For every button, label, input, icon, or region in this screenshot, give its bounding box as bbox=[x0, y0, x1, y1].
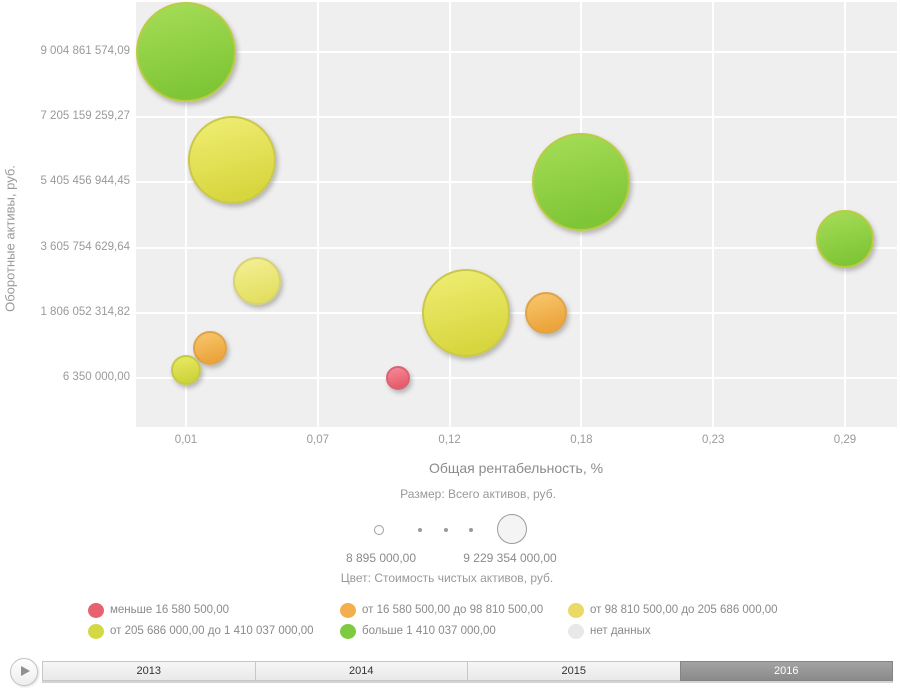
data-bubble[interactable] bbox=[532, 133, 631, 232]
color-legend-title: Цвет: Стоимость чистых активов, руб. bbox=[340, 571, 554, 585]
legend-dot-icon bbox=[340, 603, 356, 618]
plot-area bbox=[136, 2, 897, 427]
size-legend-max-label: 9 229 354 000,00 bbox=[463, 551, 557, 565]
data-bubble[interactable] bbox=[525, 291, 568, 334]
y-tick-label: 1 806 052 314,82 bbox=[40, 305, 130, 318]
y-axis-title: Оборотные активы, руб. bbox=[2, 165, 18, 312]
legend-item-label: от 205 686 000,00 до 1 410 037 000,00 bbox=[110, 625, 314, 637]
size-legend-small-circle-icon bbox=[374, 525, 384, 535]
x-tick-label: 0,12 bbox=[438, 434, 461, 446]
y-tick-label: 9 004 861 574,09 bbox=[40, 45, 130, 57]
data-bubble[interactable] bbox=[171, 354, 201, 385]
gridline-horizontal bbox=[136, 377, 897, 379]
legend-item-label: меньше 16 580 500,00 bbox=[110, 604, 230, 616]
legend-item-label: от 98 810 500,00 до 205 686 000,00 bbox=[590, 604, 778, 616]
size-legend-dot-icon bbox=[469, 528, 473, 532]
gridline-horizontal bbox=[136, 51, 897, 53]
timeline-segment-2014[interactable]: 2014 bbox=[254, 661, 467, 681]
legend-item-label: нет данных bbox=[590, 625, 651, 637]
gridline-horizontal bbox=[136, 116, 897, 119]
legend-dot-icon bbox=[568, 624, 584, 639]
legend-dot-icon bbox=[340, 624, 356, 639]
data-bubble[interactable] bbox=[385, 366, 410, 390]
gridline-horizontal bbox=[136, 246, 897, 249]
data-bubble[interactable] bbox=[136, 2, 236, 102]
timeline-segment-2013[interactable]: 2013 bbox=[42, 661, 255, 681]
data-bubble[interactable] bbox=[422, 268, 511, 357]
gridline-vertical bbox=[316, 2, 319, 427]
legend-item-label: от 16 580 500,00 до 98 810 500,00 bbox=[362, 604, 544, 616]
size-legend-min-label: 8 895 000,00 bbox=[345, 551, 417, 565]
gridline-vertical bbox=[712, 2, 715, 427]
x-tick-label: 0,23 bbox=[701, 434, 725, 446]
data-bubble[interactable] bbox=[816, 209, 874, 268]
play-button[interactable] bbox=[10, 658, 38, 686]
legend-item-label: больше 1 410 037 000,00 bbox=[362, 625, 496, 637]
play-icon bbox=[21, 666, 30, 676]
gridline-vertical bbox=[448, 2, 451, 427]
timeline: 2013 2014 2015 2016 bbox=[42, 661, 893, 683]
gridline-vertical bbox=[185, 2, 187, 427]
data-bubble[interactable] bbox=[187, 115, 276, 204]
y-tick-label: 5 405 456 944,45 bbox=[40, 175, 130, 188]
x-tick-label: 0,07 bbox=[306, 434, 329, 446]
timeline-segment-2015[interactable]: 2015 bbox=[467, 661, 680, 681]
legend-dot-icon bbox=[568, 603, 584, 618]
x-tick-label: 0,01 bbox=[174, 434, 198, 446]
x-axis-title: Общая рентабельность, % bbox=[428, 460, 604, 476]
timeline-segment-2016[interactable]: 2016 bbox=[679, 661, 893, 681]
legend-dot-icon bbox=[88, 603, 104, 618]
y-tick-label: 7 205 159 259,27 bbox=[40, 110, 130, 123]
gridline-horizontal bbox=[136, 311, 897, 314]
y-tick-label: 6 350 000,00 bbox=[62, 371, 130, 383]
data-bubble[interactable] bbox=[192, 330, 227, 365]
legend-dot-icon bbox=[88, 624, 104, 639]
gridline-horizontal bbox=[136, 181, 897, 184]
size-legend-title: Размер: Всего активов, руб. bbox=[400, 487, 556, 501]
size-legend-dot-icon bbox=[418, 528, 422, 532]
y-tick-label: 3 605 754 629,64 bbox=[40, 240, 130, 253]
size-legend-large-circle-icon bbox=[497, 514, 527, 544]
x-tick-label: 0,18 bbox=[570, 434, 593, 446]
x-tick-label: 0,29 bbox=[833, 434, 857, 446]
data-bubble[interactable] bbox=[232, 256, 281, 305]
size-legend-dot-icon bbox=[444, 528, 448, 532]
